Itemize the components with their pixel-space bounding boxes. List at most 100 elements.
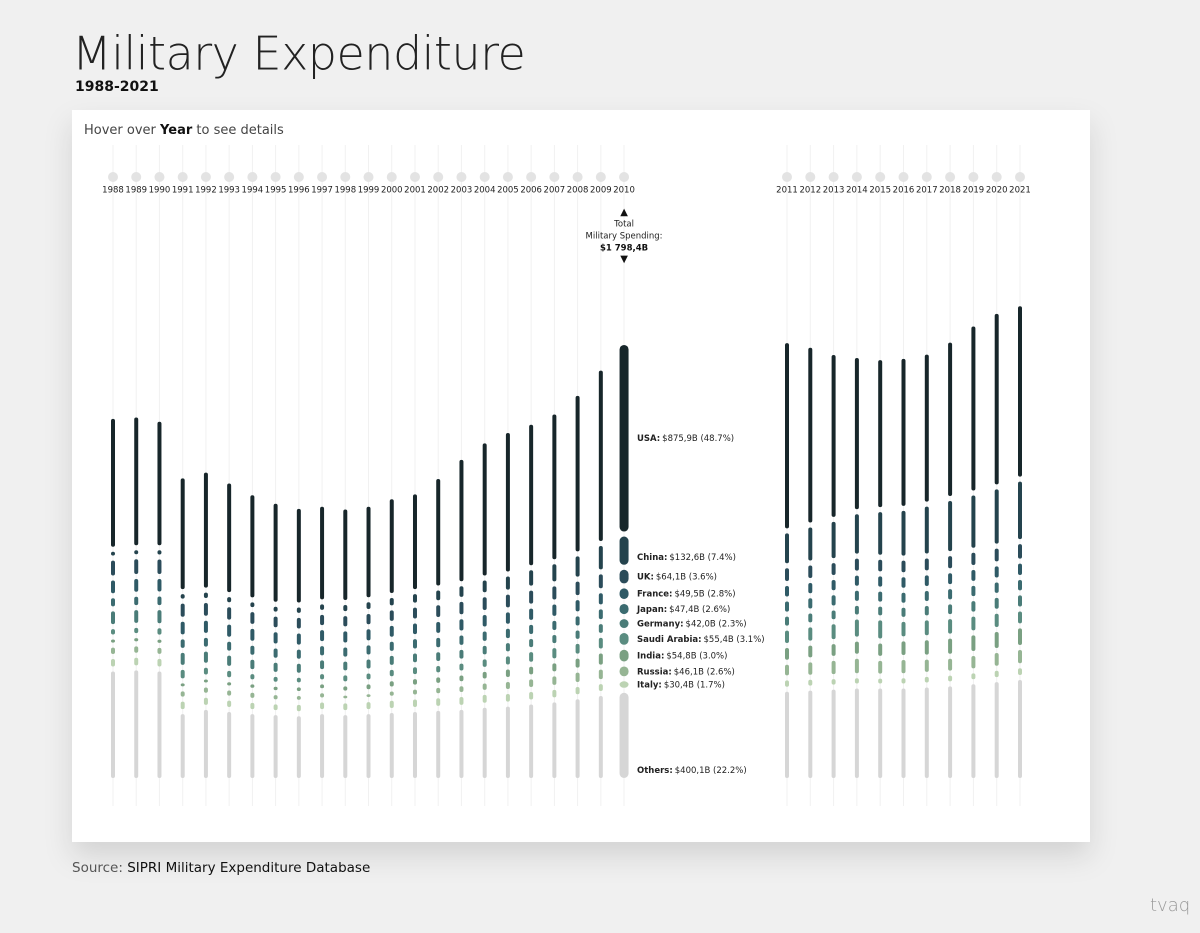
bar-segment — [227, 483, 232, 593]
source-name: SIPRI Military Expenditure Database — [127, 860, 370, 876]
bar-segment — [482, 597, 487, 610]
bar-segment — [250, 628, 255, 641]
year-dot — [968, 172, 979, 182]
bar-segment — [436, 637, 441, 648]
bar-segment — [948, 342, 953, 497]
tooltip-total: $1 798,4B — [600, 244, 648, 254]
year-label: 2012 — [799, 186, 821, 196]
bar-segment — [250, 714, 255, 778]
bar-segment — [250, 645, 255, 655]
bar-segment — [529, 639, 534, 648]
bar-segment — [459, 649, 464, 659]
bar-segment — [459, 619, 464, 631]
bar-segment — [831, 595, 836, 606]
bar-segment — [994, 597, 999, 609]
year-dot — [247, 172, 258, 182]
bar-segment — [971, 684, 976, 778]
bar-segment — [273, 503, 278, 602]
bar-segment — [854, 575, 859, 586]
bar-segment — [552, 414, 557, 560]
bar-segment — [994, 652, 999, 666]
bar-segment — [412, 689, 417, 695]
bar-segment — [994, 489, 999, 544]
bar-segment — [619, 603, 629, 615]
segment-label: India: $54,8B (3.0%) — [637, 651, 727, 661]
year-dot — [805, 172, 816, 182]
bar-segment — [808, 627, 813, 641]
bar-segment — [111, 560, 115, 576]
bar-segment — [575, 699, 580, 778]
bar-segment — [273, 715, 278, 778]
bar-segment — [878, 688, 883, 778]
bar-segment — [320, 693, 325, 698]
bar-segment — [459, 675, 464, 682]
bar-segment — [250, 659, 255, 670]
segment-value: $875,9B (48.7%) — [662, 434, 734, 444]
bar-segment — [227, 682, 232, 686]
bar-segment — [878, 559, 883, 572]
bar-segment — [482, 645, 487, 655]
year-label: 1999 — [358, 186, 380, 196]
year-label: 2015 — [869, 186, 891, 196]
bar-segment — [878, 660, 883, 674]
bar-segment — [948, 686, 953, 778]
bar-segment — [831, 355, 836, 517]
bar-segment — [250, 495, 255, 598]
bar-segment — [180, 691, 185, 697]
bar-segment — [552, 620, 557, 630]
bar-segment — [111, 611, 115, 625]
bar-segment — [320, 614, 325, 626]
bar-segment — [598, 669, 603, 680]
bar-segment — [436, 590, 441, 601]
bar-segment — [505, 693, 510, 702]
bar-segment — [948, 589, 953, 600]
segment-label: Italy: $30,4B (1.7%) — [637, 680, 725, 690]
year-dot — [921, 172, 932, 182]
year-label: 2003 — [451, 186, 473, 196]
bar-segment — [505, 706, 510, 778]
year-dot — [224, 172, 235, 182]
bar-segment — [273, 704, 278, 711]
bar-segment — [529, 652, 534, 662]
bar-segment — [785, 343, 789, 529]
segment-name: China: — [637, 552, 667, 562]
bar-segment — [831, 660, 836, 675]
bar-segment — [785, 616, 789, 626]
segment-name: Germany: — [637, 619, 684, 629]
bar-segment — [180, 714, 185, 778]
bar-segment — [227, 670, 232, 678]
bar-segment — [296, 508, 301, 603]
bar-segment — [831, 679, 836, 685]
bar-segment — [111, 647, 115, 655]
bar-segment — [366, 702, 371, 710]
bar-segment — [412, 639, 417, 649]
bar-segment — [227, 607, 232, 620]
bar-segment — [412, 711, 417, 778]
segment-label: France: $49,5B (2.8%) — [637, 589, 736, 599]
bar-segment — [598, 370, 603, 541]
bar-segment — [320, 674, 325, 680]
segment-label: Others: $400,1B (22.2%) — [637, 766, 747, 776]
bar-segment — [296, 704, 301, 712]
year-label: 2009 — [590, 186, 612, 196]
bar-segment — [389, 499, 394, 593]
bar-segment — [273, 686, 278, 691]
year-label: 1989 — [125, 186, 147, 196]
year-label: 1991 — [172, 186, 194, 196]
bar-segment — [273, 695, 278, 700]
bar-segment — [598, 609, 603, 620]
bar-segment — [227, 711, 232, 778]
bar-segment — [296, 633, 301, 645]
bar-segment — [552, 634, 557, 644]
bar-segment — [878, 576, 883, 587]
bar-segment — [948, 638, 953, 654]
year-label: 1994 — [242, 186, 264, 196]
bar-segment — [203, 697, 208, 705]
year-label: 1996 — [288, 186, 310, 196]
bar-segment — [901, 577, 906, 588]
year-dot — [131, 172, 142, 182]
bar-segment — [273, 606, 278, 612]
year-label: 2017 — [916, 186, 938, 196]
bar-segment — [111, 659, 115, 667]
